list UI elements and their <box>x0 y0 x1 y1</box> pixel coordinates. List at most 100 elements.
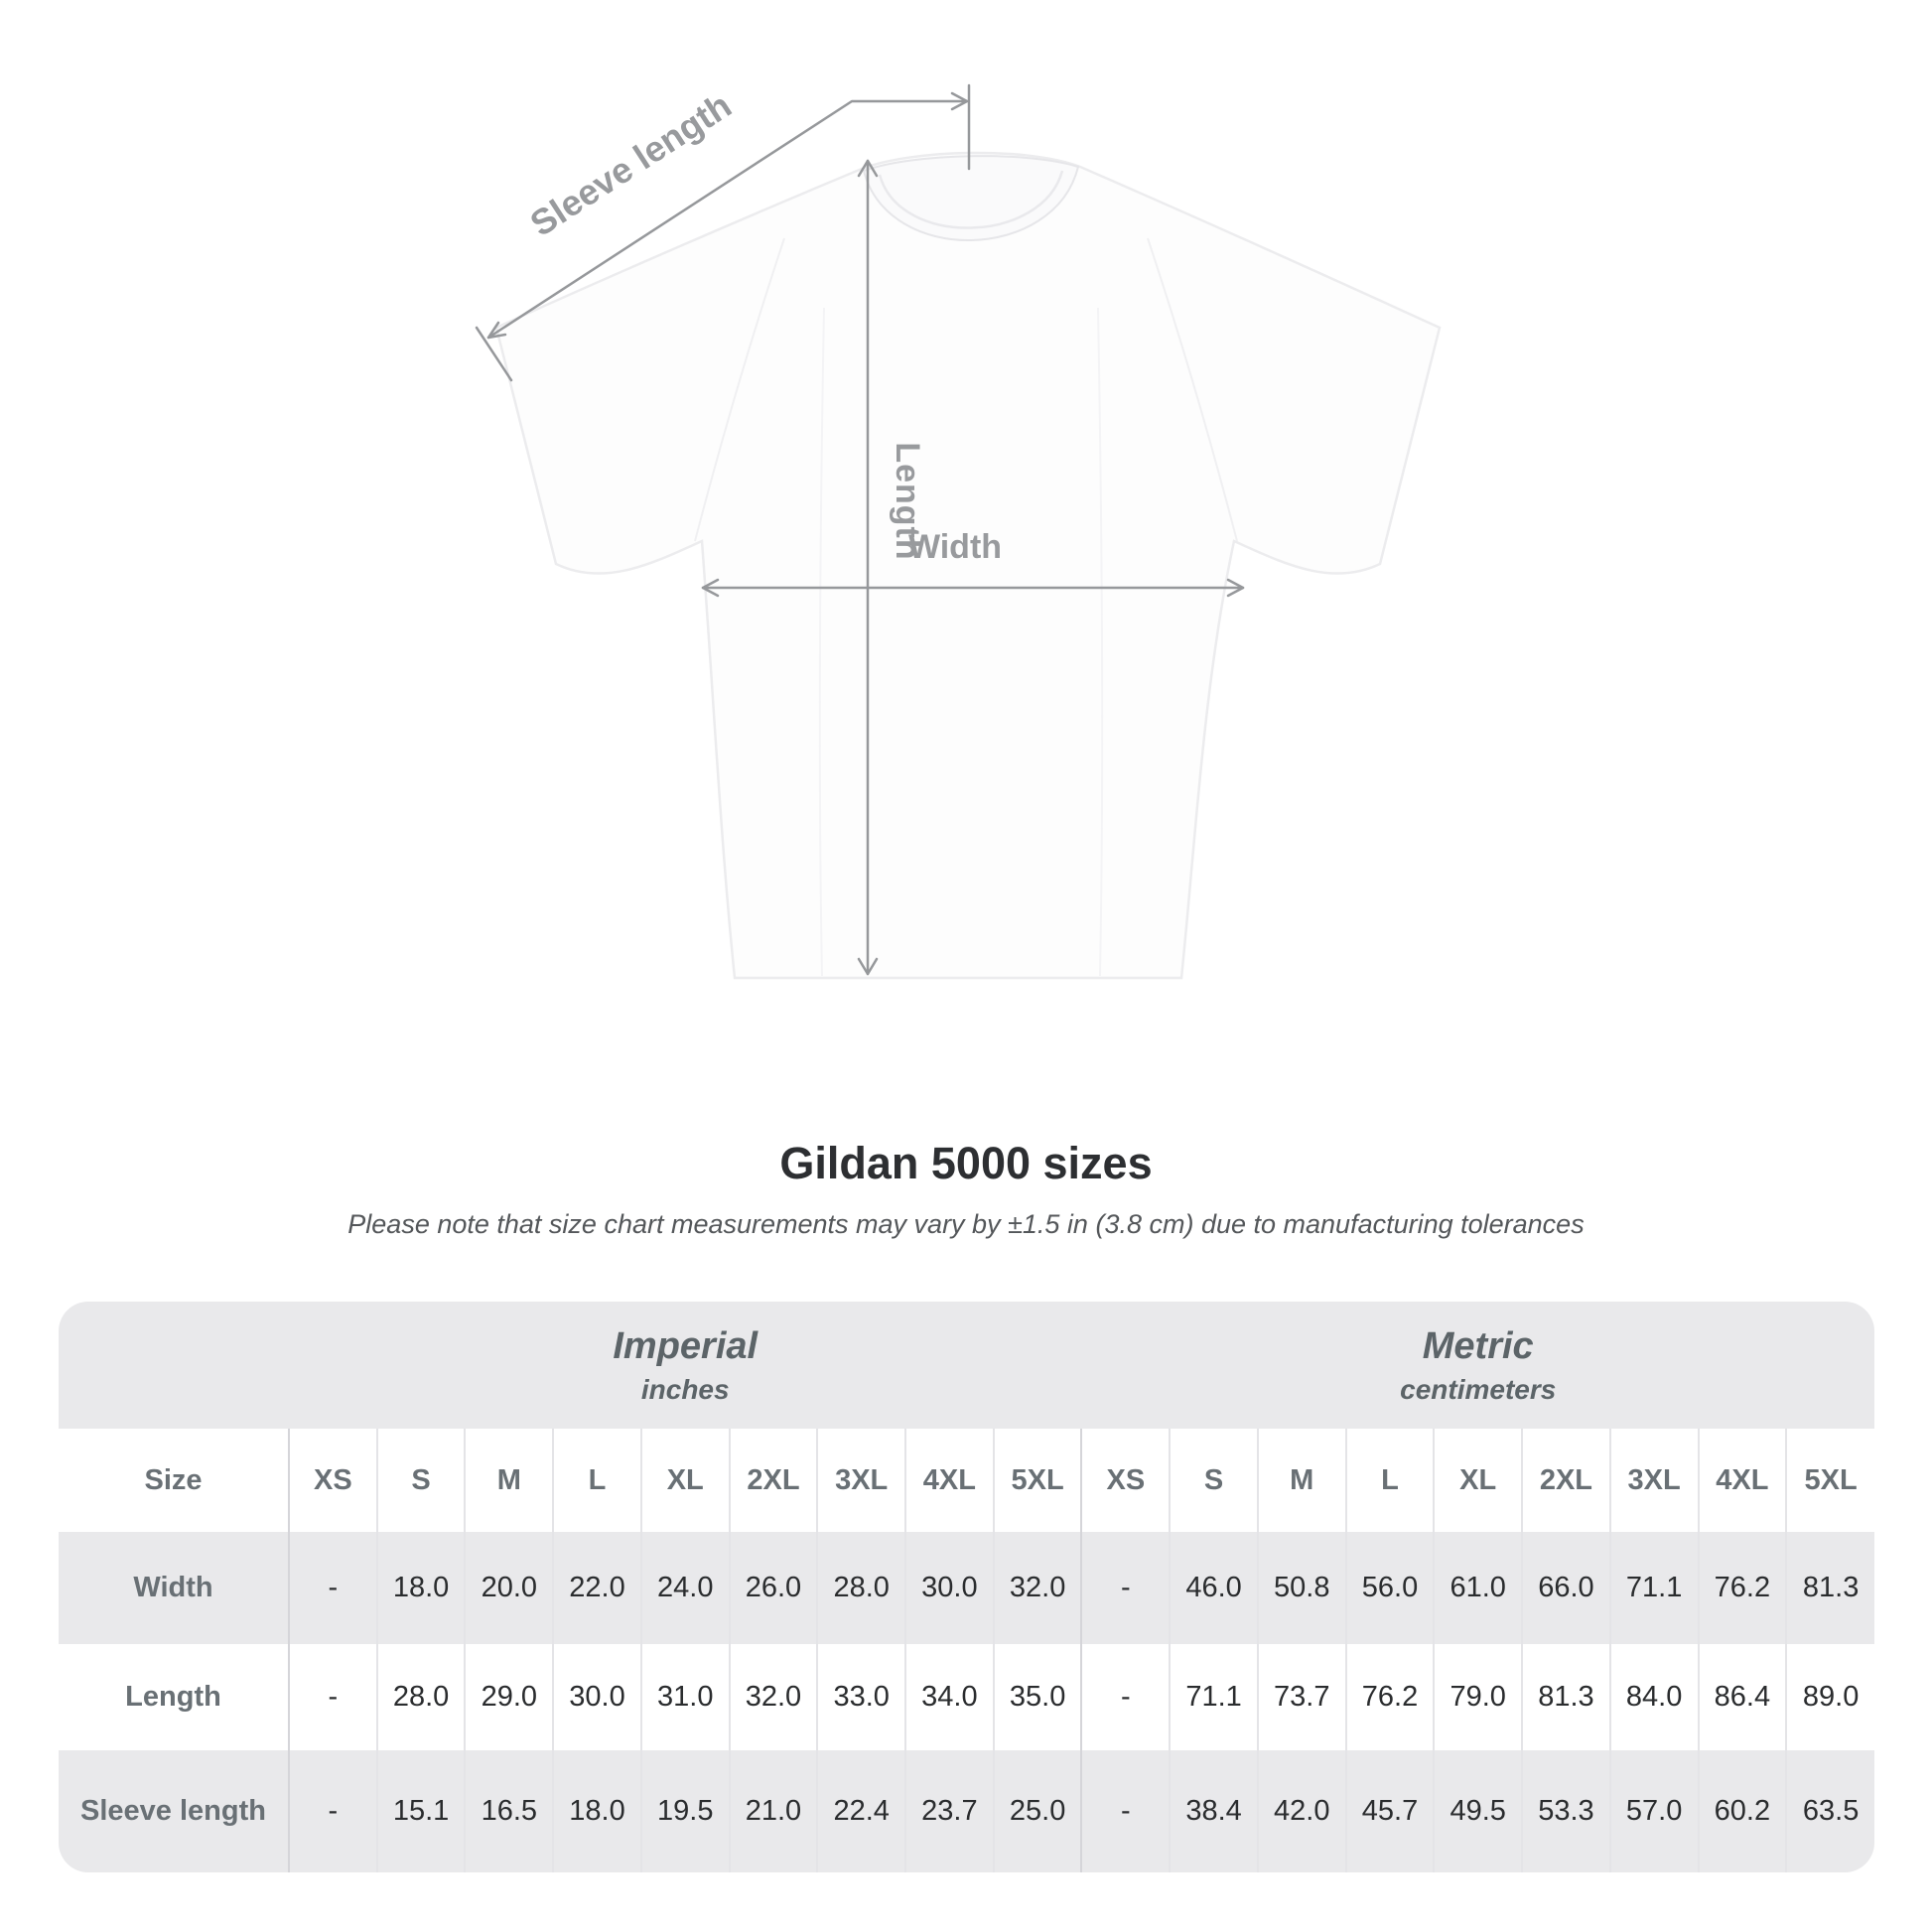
col-imperial-3xl: 3XL <box>816 1429 906 1532</box>
col-imperial-m: M <box>464 1429 554 1532</box>
cell: 76.2 <box>1697 1532 1787 1644</box>
metric-unit: centimeters <box>1400 1373 1557 1405</box>
cell: 79.0 <box>1433 1644 1523 1750</box>
col-metric-3xl: 3XL <box>1608 1429 1699 1532</box>
cell: 35.0 <box>992 1644 1082 1750</box>
tshirt-diagram: Sleeve length Length Width <box>475 83 1442 980</box>
cell: 26.0 <box>728 1532 818 1644</box>
cell: 50.8 <box>1256 1532 1346 1644</box>
cell: 20.0 <box>464 1532 554 1644</box>
cell: 28.0 <box>375 1644 466 1750</box>
cell: 73.7 <box>1256 1644 1346 1750</box>
cell: 23.7 <box>904 1750 994 1872</box>
col-metric-xs: XS <box>1080 1429 1171 1532</box>
cell: 45.7 <box>1344 1750 1435 1872</box>
table-row-length: Length - 28.0 29.0 30.0 31.0 32.0 33.0 3… <box>59 1644 1874 1750</box>
cell: 24.0 <box>639 1532 730 1644</box>
cell: 63.5 <box>1785 1750 1874 1872</box>
cell: 15.1 <box>375 1750 466 1872</box>
col-metric-s: S <box>1169 1429 1258 1532</box>
table-row-sleeve-length: Sleeve length - 15.1 16.5 18.0 19.5 21.0… <box>59 1750 1874 1872</box>
metric-group-header: Metric centimeters <box>1081 1302 1874 1429</box>
cell: - <box>288 1750 377 1872</box>
cell: 16.5 <box>464 1750 554 1872</box>
cell: - <box>288 1644 377 1750</box>
cell: 84.0 <box>1608 1644 1699 1750</box>
cell: 38.4 <box>1169 1750 1258 1872</box>
col-metric-4xl: 4XL <box>1697 1429 1787 1532</box>
tshirt-illustration <box>494 151 1442 980</box>
row-label: Width <box>133 1572 213 1603</box>
cell: 53.3 <box>1521 1750 1610 1872</box>
cell: 57.0 <box>1608 1750 1699 1872</box>
cell: 81.3 <box>1785 1532 1874 1644</box>
cell: 32.0 <box>992 1532 1082 1644</box>
cell: 25.0 <box>992 1750 1082 1872</box>
col-imperial-xs: XS <box>288 1429 377 1532</box>
width-dimension: Width <box>701 528 1245 598</box>
col-imperial-2xl: 2XL <box>728 1429 818 1532</box>
cell: - <box>1080 1644 1171 1750</box>
tolerance-note: Please note that size chart measurements… <box>347 1209 1585 1239</box>
cell: 18.0 <box>375 1532 466 1644</box>
cell: 86.4 <box>1697 1644 1787 1750</box>
page-title: Gildan 5000 sizes <box>779 1138 1153 1188</box>
cell: 49.5 <box>1433 1750 1523 1872</box>
col-metric-xl: XL <box>1433 1429 1523 1532</box>
metric-label: Metric <box>1422 1324 1534 1367</box>
cell: 28.0 <box>816 1532 906 1644</box>
cell: 18.0 <box>552 1750 641 1872</box>
cell: 31.0 <box>639 1644 730 1750</box>
sleeve-tick <box>475 326 513 382</box>
unit-group-row: Imperial inches Metric centimeters <box>59 1302 1874 1429</box>
table-row-width: Width - 18.0 20.0 22.0 24.0 26.0 28.0 30… <box>59 1532 1874 1644</box>
length-dimension: Length <box>857 159 926 976</box>
col-metric-m: M <box>1256 1429 1346 1532</box>
cell: 89.0 <box>1785 1644 1874 1750</box>
cell: 33.0 <box>816 1644 906 1750</box>
imperial-group-header: Imperial inches <box>289 1302 1082 1429</box>
cell: - <box>1080 1750 1171 1872</box>
cell: 19.5 <box>639 1750 730 1872</box>
cell: 76.2 <box>1344 1644 1435 1750</box>
col-imperial-s: S <box>375 1429 466 1532</box>
col-imperial-l: L <box>552 1429 641 1532</box>
cell: 56.0 <box>1344 1532 1435 1644</box>
col-metric-l: L <box>1344 1429 1435 1532</box>
cell: 32.0 <box>728 1644 818 1750</box>
cell: 81.3 <box>1521 1644 1610 1750</box>
imperial-unit: inches <box>640 1373 730 1405</box>
size-column-header: Size <box>144 1463 203 1496</box>
cell: 22.4 <box>816 1750 906 1872</box>
col-imperial-5xl: 5XL <box>992 1429 1082 1532</box>
cell: 66.0 <box>1521 1532 1610 1644</box>
cell: 22.0 <box>552 1532 641 1644</box>
size-table: Imperial inches Metric centimeters Size … <box>59 1302 1874 1872</box>
col-imperial-xl: XL <box>639 1429 730 1532</box>
cell: 42.0 <box>1256 1750 1346 1872</box>
cell: 21.0 <box>728 1750 818 1872</box>
cell: 30.0 <box>552 1644 641 1750</box>
cell: 60.2 <box>1697 1750 1787 1872</box>
width-label: Width <box>908 528 1002 566</box>
length-label: Length <box>889 442 926 560</box>
cell: 46.0 <box>1169 1532 1258 1644</box>
row-label: Sleeve length <box>80 1795 266 1827</box>
cell: - <box>288 1532 377 1644</box>
cell: 30.0 <box>904 1532 994 1644</box>
size-header-row: Size XS S M L XL 2XL 3XL 4XL 5XL XS S M … <box>59 1429 1874 1532</box>
cell: 29.0 <box>464 1644 554 1750</box>
cell: - <box>1080 1532 1171 1644</box>
cell: 34.0 <box>904 1644 994 1750</box>
imperial-label: Imperial <box>613 1324 759 1367</box>
row-label: Length <box>125 1681 221 1713</box>
col-metric-5xl: 5XL <box>1785 1429 1874 1532</box>
col-imperial-4xl: 4XL <box>904 1429 994 1532</box>
band-corner <box>59 1302 289 1429</box>
cell: 61.0 <box>1433 1532 1523 1644</box>
cell: 71.1 <box>1608 1532 1699 1644</box>
col-metric-2xl: 2XL <box>1521 1429 1610 1532</box>
cell: 71.1 <box>1169 1644 1258 1750</box>
sleeve-length-label: Sleeve length <box>523 84 739 244</box>
